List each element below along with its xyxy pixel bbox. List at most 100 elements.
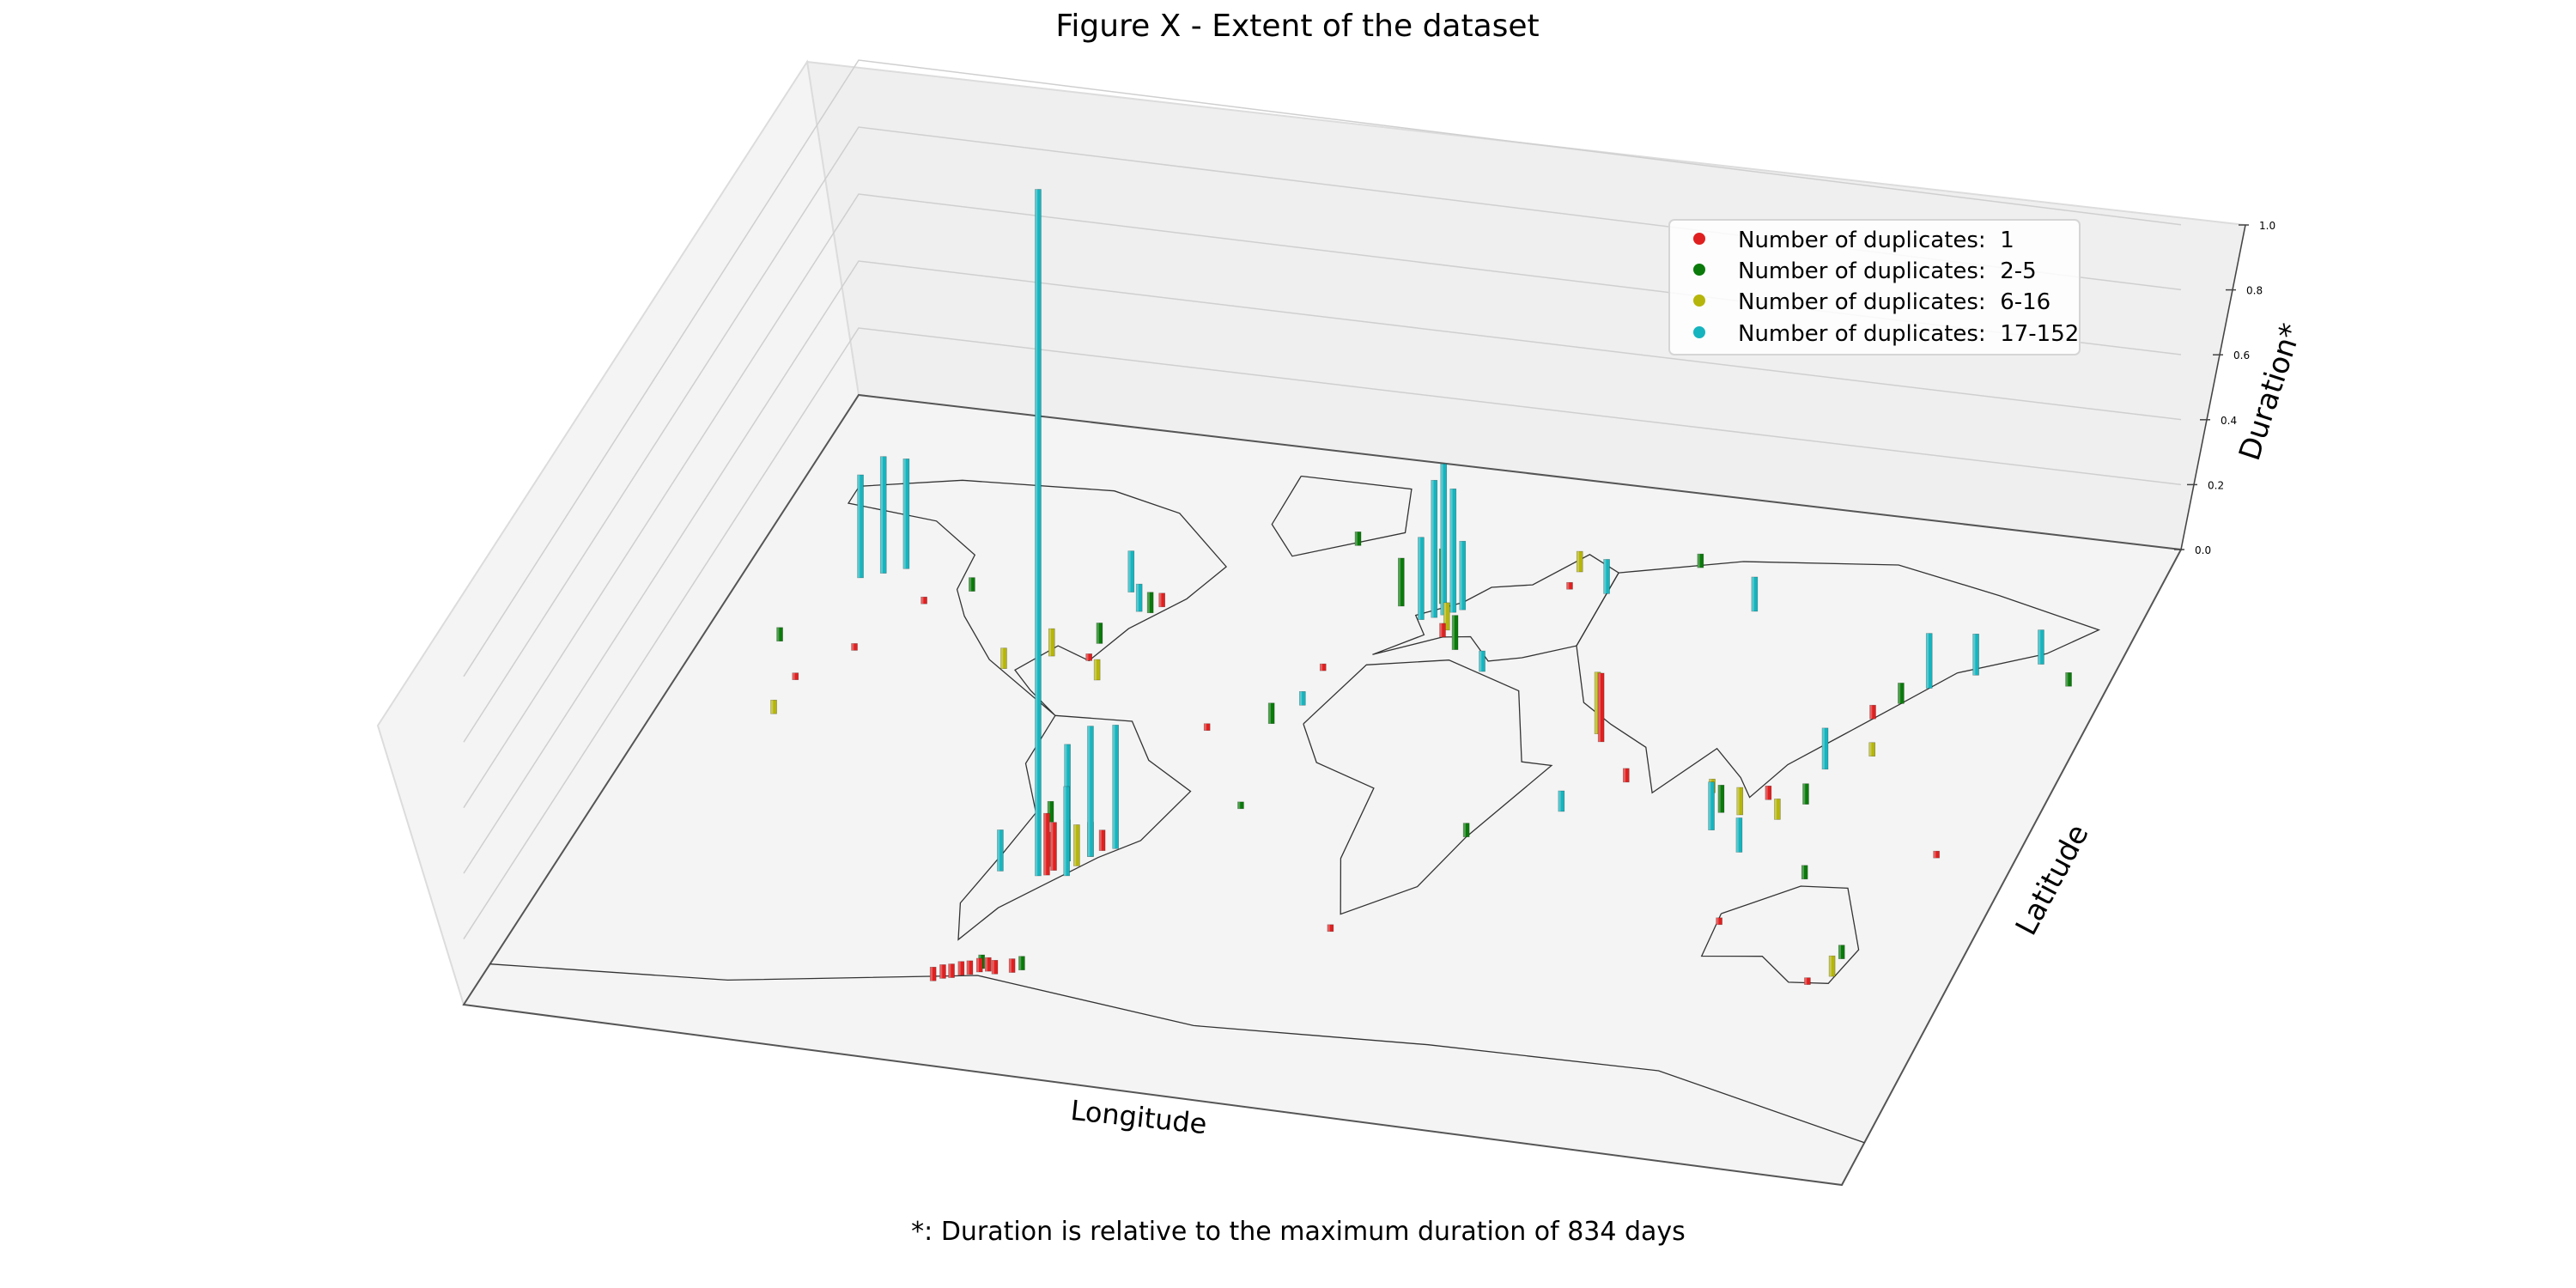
data-bar [1298,691,1306,706]
bar-body [902,459,910,569]
data-bar [1098,829,1106,851]
bar-body [1869,704,1876,720]
data-bar [1869,704,1876,720]
bar-body [1736,787,1744,816]
data-bar [957,961,965,976]
bar-body [857,474,864,579]
coastline [1271,475,1413,557]
bar-highlight [1418,537,1421,620]
bar-body [1802,783,1809,805]
data-bar [851,643,858,651]
bar-body [1319,663,1327,671]
bar-highlight [1440,464,1443,616]
bar-highlight [1708,781,1711,830]
bar-highlight [985,957,988,972]
bar-body [948,963,955,978]
legend-marker-1 [1693,233,1705,245]
data-bar [1431,479,1438,618]
data-bar [1697,553,1704,568]
bar-highlight [1204,723,1206,731]
data-bar [1449,488,1457,613]
bar-highlight [1697,554,1700,568]
bar-body [1898,683,1905,704]
bar-highlight [1087,726,1091,857]
bar-highlight [920,597,924,605]
bar-body [1008,958,1016,973]
bar-body [975,957,983,973]
data-bars [770,189,2072,985]
bar-highlight [1736,787,1740,815]
bar-highlight [2065,672,2069,687]
bar-body [985,957,992,972]
bar-highlight [1972,634,1976,676]
coastline [847,479,1228,716]
data-bar [1838,945,1845,959]
bar-body [1043,812,1050,876]
bar-highlight [1009,958,1012,973]
bar-highlight [851,643,854,651]
bar-body [1868,742,1876,757]
bar-highlight [1112,725,1115,849]
bar-highlight [969,577,972,592]
bar-body [1237,801,1244,810]
data-bar [1050,822,1057,871]
bar-highlight [1237,801,1241,809]
bar-body [1933,850,1940,859]
bar-body [1838,945,1845,959]
data-bar [1462,823,1470,837]
bar-body [1085,653,1092,661]
bar-body [1576,550,1583,573]
data-bar [997,829,1004,872]
bar-highlight [1926,633,1929,689]
data-bar [879,456,887,574]
bar-body [1035,189,1042,877]
bar-body [792,672,799,680]
bar-highlight [1320,664,1323,671]
data-bar [1828,955,1836,977]
data-bar [929,966,937,981]
legend-marker-2 [1693,264,1705,276]
z-gridline [463,260,2182,874]
bar-body [1801,865,1808,880]
bar-highlight [1299,691,1303,706]
data-bar [1751,576,1759,612]
data-bar [1146,592,1154,614]
bar-highlight [1018,956,1022,970]
bar-highlight [902,459,906,569]
bar-body [1135,583,1143,612]
data-bar [1000,647,1007,670]
bar-body [1018,956,1025,970]
bar-body [1751,576,1759,612]
bar-body [957,961,965,976]
bar-body [1558,790,1565,812]
bar-highlight [1829,956,1832,977]
data-bar [857,474,864,579]
bar-body [1735,817,1743,853]
data-bar [1093,659,1101,681]
bar-body [770,699,777,714]
bar-body [966,960,974,975]
z-tick-label: 0.0 [2195,544,2211,556]
bar-highlight [1096,623,1099,644]
bar-body [1354,532,1362,546]
bar-body [776,627,783,642]
chart-title: Figure X - Extent of the dataset [1055,9,1539,44]
bar-body [1828,955,1836,977]
data-bar [1736,787,1744,816]
bar-highlight [1463,823,1466,837]
data-bar [1451,615,1459,650]
legend: Number of duplicates: 1 Number of duplic… [1668,219,2081,355]
bar-body [1479,650,1485,672]
bar-body [1063,786,1070,877]
data-bar [991,959,999,975]
bar-highlight [1147,592,1150,613]
data-bar [966,960,974,975]
legend-marker-4 [1693,326,1705,338]
bar-highlight [1603,559,1607,594]
data-bar [1085,653,1092,661]
bar-highlight [1063,786,1066,876]
bar-highlight [966,960,969,975]
z-gridline [463,59,2182,677]
bar-body [1774,799,1781,820]
